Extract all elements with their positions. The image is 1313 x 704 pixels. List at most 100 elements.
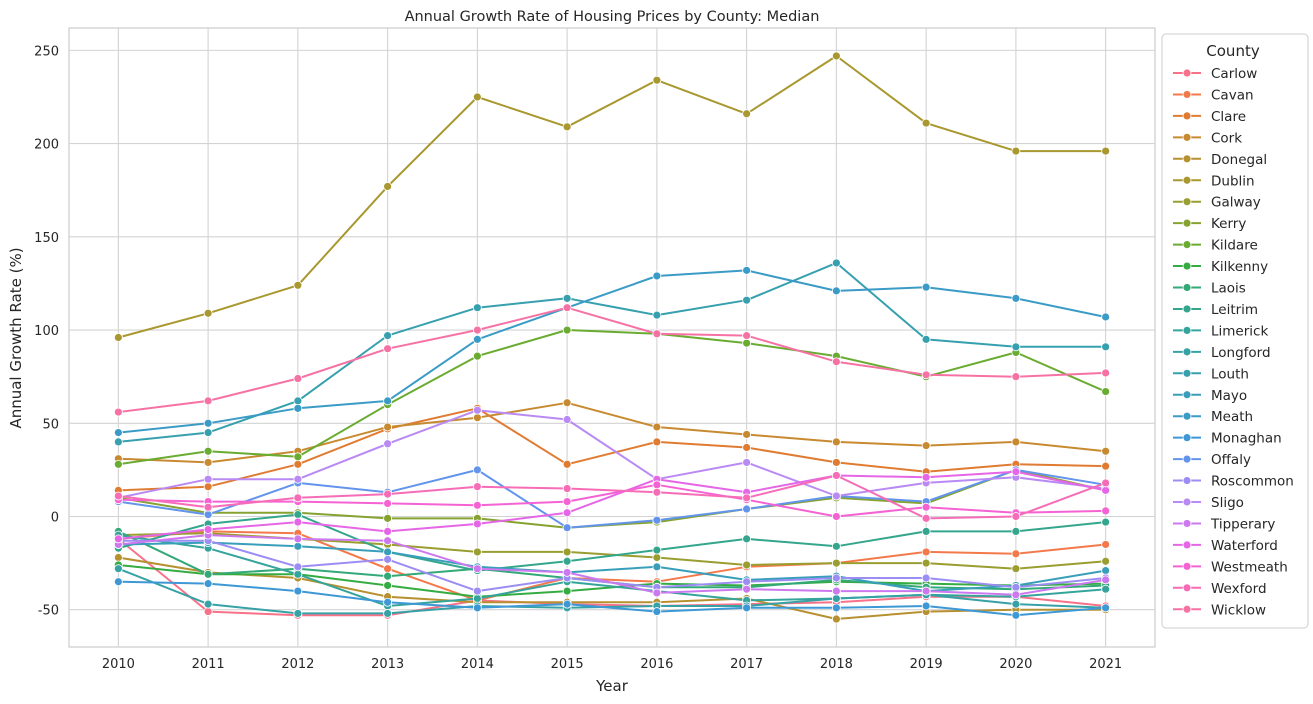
legend-swatch-marker [1182,368,1192,378]
data-point [113,459,123,469]
legend-item-donegal: Donegal [1173,152,1267,168]
legend-item-clare: Clare [1173,109,1246,125]
series-line [118,534,1106,607]
data-point [293,586,303,596]
data-point [1101,584,1111,594]
data-point [293,452,303,462]
data-point [203,482,213,492]
data-point [383,182,393,191]
data-point [562,325,572,335]
data-point [203,458,213,467]
data-point [742,584,752,594]
data-point [562,293,572,303]
data-point [562,484,572,493]
legend-item-westmeath: Westmeath [1173,559,1288,575]
data-point [562,508,572,518]
data-point [742,504,752,514]
y-tick-label: 100 [34,324,59,339]
legend-item-tipperary: Tipperary [1173,516,1275,532]
data-point [472,586,482,596]
series-line [118,556,1106,620]
data-point [562,303,572,313]
y-tick-label: 250 [34,44,59,59]
data-point [383,609,393,618]
legend-swatch-marker [1182,240,1192,250]
data-point [1011,610,1021,620]
data-point [1101,575,1111,585]
legend-item-waterford: Waterford [1173,538,1278,554]
x-tick-label: 2012 [281,657,314,672]
data-point [831,357,841,367]
data-point [293,510,303,520]
legend-label: Galway [1211,195,1261,211]
chart-title: Annual Growth Rate of Housing Prices by … [405,9,820,25]
data-point [921,558,931,568]
legend-label: Longford [1211,345,1271,361]
data-point [1011,342,1021,352]
legend-label: Louth [1211,366,1249,382]
data-point [383,331,393,341]
data-point [1011,599,1021,609]
data-point [1101,556,1111,566]
data-point [293,562,303,572]
legend-label: Sligo [1211,495,1244,511]
data-point [113,553,123,562]
data-point [113,534,123,544]
data-point [652,329,662,339]
data-point [472,351,482,361]
legend-label: Tipperary [1210,516,1275,532]
legend: County Carlow Cavan Clare Cork Donegal Dublin… [1161,33,1309,629]
series-dublin [113,51,1111,342]
data-point [921,472,931,482]
series-meath [113,265,1111,437]
data-point [383,536,393,546]
data-point [1101,146,1111,156]
data-point [293,541,303,551]
legend-swatch-marker [1182,90,1192,99]
legend-label: Cavan [1211,87,1254,103]
data-point [113,428,123,437]
data-point [203,607,213,616]
legend-swatch-marker [1182,519,1192,528]
legend-swatch-marker [1182,283,1192,292]
data-point [203,510,213,520]
data-point [831,573,841,583]
data-point [742,577,752,587]
legend-label: Donegal [1211,152,1267,168]
legend-item-kilkenny: Kilkenny [1173,259,1268,275]
legend-swatch-marker [1182,325,1192,335]
x-tick-label: 2013 [371,657,404,672]
data-point [383,422,393,432]
data-point [562,523,572,533]
data-point [1011,564,1021,574]
legend-swatch-marker [1182,411,1192,421]
legend-item-kerry: Kerry [1173,216,1246,232]
data-point [203,502,213,512]
data-point [921,441,931,451]
legend-swatch-marker [1182,68,1192,78]
legend-item-longford: Longford [1173,345,1271,361]
data-point [831,586,841,596]
data-point [203,446,213,456]
series-line [118,530,1106,602]
data-point [742,430,752,439]
x-tick-label: 2011 [192,657,225,672]
legend-label: Cork [1211,130,1242,146]
y-tick-label: 0 [51,510,59,525]
data-point [203,396,213,406]
legend-item-roscommon: Roscommon [1173,474,1294,490]
data-point [652,480,662,490]
data-point [472,303,482,313]
data-point [831,491,841,501]
data-point [652,75,662,85]
data-point [1011,293,1021,303]
data-point [1011,437,1021,447]
x-tick-label: 2020 [999,657,1032,672]
legend-label: Monaghan [1211,431,1282,447]
series-line [118,269,1106,434]
x-tick-label: 2019 [910,657,943,672]
x-axis-label: Year [595,677,629,695]
data-point [831,437,841,447]
legend-label: Wicklow [1211,602,1266,618]
